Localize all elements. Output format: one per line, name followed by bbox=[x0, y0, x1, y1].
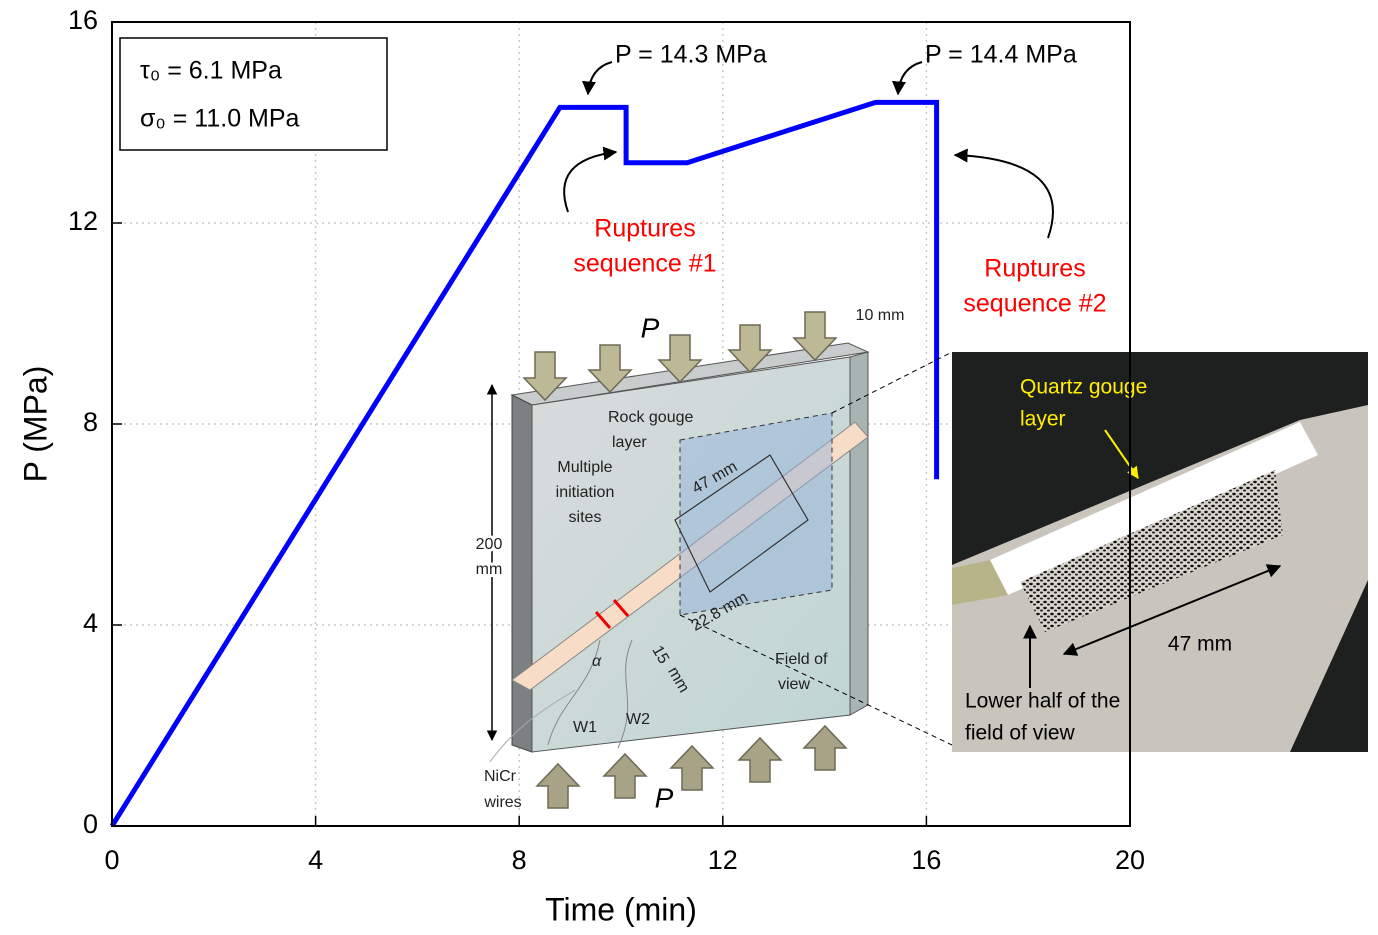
block-edge bbox=[849, 351, 869, 716]
photo-label: Lower half of the bbox=[965, 690, 1120, 713]
diagram-label: sites bbox=[569, 509, 602, 526]
plot bbox=[109, 99, 940, 828]
annotation: τ₀ = 6.1 MPa bbox=[140, 57, 282, 85]
arrow bbox=[581, 61, 613, 96]
gouge-frame bbox=[674, 454, 809, 593]
x-tick-label: 4 bbox=[308, 845, 323, 875]
y-tick-label: 4 bbox=[83, 608, 98, 638]
load-arrows bbox=[522, 311, 838, 402]
arrow bbox=[1062, 564, 1282, 656]
inset-diagram: P 10 mm Rock gouge layer 47 mm Multiple … bbox=[473, 307, 905, 813]
annotation: P = 14.3 MPa bbox=[615, 41, 767, 69]
diagram-label: initiation bbox=[556, 484, 615, 501]
inset-photo: Quartz gouge layer 47 mm Lower half of t… bbox=[952, 352, 1368, 752]
y-tick-label: 12 bbox=[68, 206, 98, 236]
photo-dark bbox=[952, 352, 1368, 565]
photo-label: field of view bbox=[965, 722, 1076, 745]
gouge-layer bbox=[511, 421, 869, 691]
x-tick-label: 8 bbox=[512, 845, 527, 875]
diagram-label: α bbox=[592, 653, 602, 670]
annotation: Ruptures bbox=[594, 215, 695, 243]
wire bbox=[547, 639, 601, 746]
annotation: P = 14.4 MPa bbox=[925, 41, 1077, 69]
parameter-box bbox=[119, 37, 388, 151]
initiation-site bbox=[594, 611, 612, 629]
photo-gouge bbox=[990, 422, 1318, 595]
x-tick-label: 20 bbox=[1115, 845, 1145, 875]
diagram-label-halo: mm bbox=[476, 561, 503, 578]
diagram-label: 10 mm bbox=[856, 307, 905, 324]
y-tick-label: 8 bbox=[83, 407, 98, 437]
photo-label: Quartz gouge bbox=[1020, 376, 1147, 399]
annotation: sequence #2 bbox=[963, 290, 1106, 318]
y-tick-label: 16 bbox=[68, 5, 98, 35]
diagram-label: view bbox=[778, 676, 810, 693]
y-axis-label: P (MPa) bbox=[17, 366, 53, 483]
load-arrows bbox=[535, 724, 848, 809]
field-of-view bbox=[679, 412, 833, 616]
x-axis-label: Time (min) bbox=[545, 891, 697, 927]
diagram-label: wires bbox=[483, 794, 521, 811]
arrow bbox=[953, 148, 1054, 239]
arrow bbox=[1104, 429, 1139, 479]
wire bbox=[489, 689, 576, 763]
annotation: Ruptures bbox=[984, 255, 1085, 283]
diagram-label-halo: 200 bbox=[476, 536, 503, 553]
diagram-label: P bbox=[641, 312, 660, 343]
photo-spacer bbox=[952, 560, 1008, 605]
diagram-label: 15 bbox=[648, 643, 672, 667]
initiation-site bbox=[612, 599, 630, 617]
diagram-label: layer bbox=[612, 434, 647, 451]
annotation: σ₀ = 11.0 MPa bbox=[140, 105, 300, 133]
x-tick-label: 0 bbox=[104, 845, 119, 875]
arrow bbox=[563, 146, 618, 213]
x-tick-label: 16 bbox=[911, 845, 941, 875]
diagram-label: Field of bbox=[775, 651, 828, 668]
photo-label: layer bbox=[1020, 408, 1066, 431]
annotation: sequence #1 bbox=[573, 250, 716, 278]
photo-dark bbox=[1290, 580, 1368, 752]
diagram-label: Multiple bbox=[557, 459, 612, 476]
photo-label: 47 mm bbox=[1168, 633, 1232, 656]
y-tick-label: 0 bbox=[83, 809, 98, 839]
data-line bbox=[109, 99, 940, 828]
block-side bbox=[511, 394, 533, 753]
x-tick-label: 12 bbox=[708, 845, 738, 875]
diagram-label: P bbox=[655, 782, 674, 813]
wire bbox=[617, 639, 633, 749]
diagram-label: Rock gouge bbox=[608, 409, 693, 426]
diagram-label: 200 bbox=[476, 536, 503, 553]
diagram-label: W2 bbox=[626, 711, 650, 728]
connector bbox=[831, 351, 953, 414]
diagram-label: W1 bbox=[573, 719, 597, 736]
diagram-label: mm bbox=[476, 561, 503, 578]
arrow bbox=[891, 61, 923, 96]
diagram-label: NiCr bbox=[484, 768, 517, 785]
